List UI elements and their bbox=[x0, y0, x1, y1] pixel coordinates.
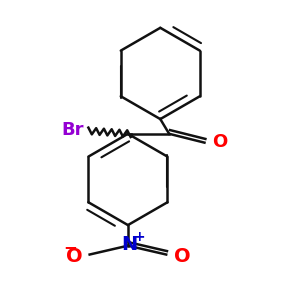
Text: O: O bbox=[174, 247, 190, 266]
Text: O: O bbox=[66, 247, 82, 266]
Text: −: − bbox=[64, 238, 77, 256]
Text: O: O bbox=[212, 133, 227, 151]
Text: Br: Br bbox=[61, 121, 84, 139]
Text: N: N bbox=[121, 235, 137, 254]
Text: +: + bbox=[133, 230, 145, 244]
